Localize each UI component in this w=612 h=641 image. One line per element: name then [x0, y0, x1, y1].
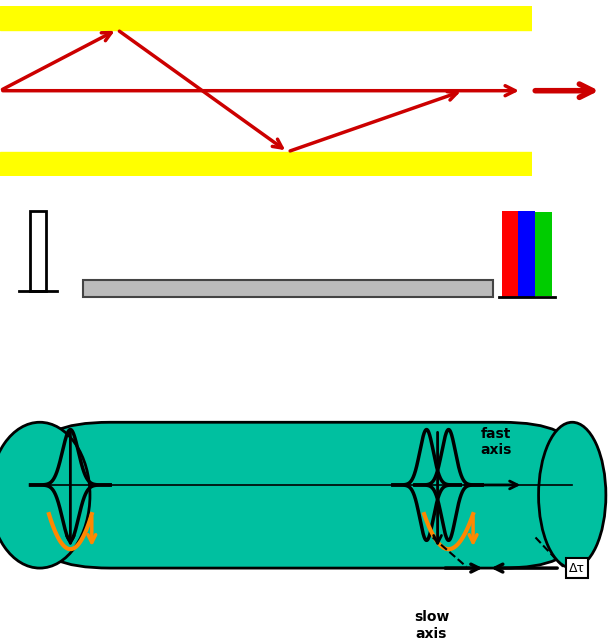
Ellipse shape — [0, 422, 90, 568]
Bar — [0, 152, 532, 176]
Bar — [518, 211, 535, 297]
Bar — [502, 211, 518, 297]
Bar — [0, 6, 532, 29]
Text: Δτ: Δτ — [569, 562, 585, 574]
Ellipse shape — [539, 422, 606, 568]
Bar — [83, 280, 493, 297]
Bar — [535, 212, 551, 296]
Text: slow
axis: slow axis — [414, 610, 449, 640]
Bar — [30, 211, 47, 291]
Text: fast
axis: fast axis — [480, 427, 512, 457]
FancyBboxPatch shape — [37, 422, 575, 568]
